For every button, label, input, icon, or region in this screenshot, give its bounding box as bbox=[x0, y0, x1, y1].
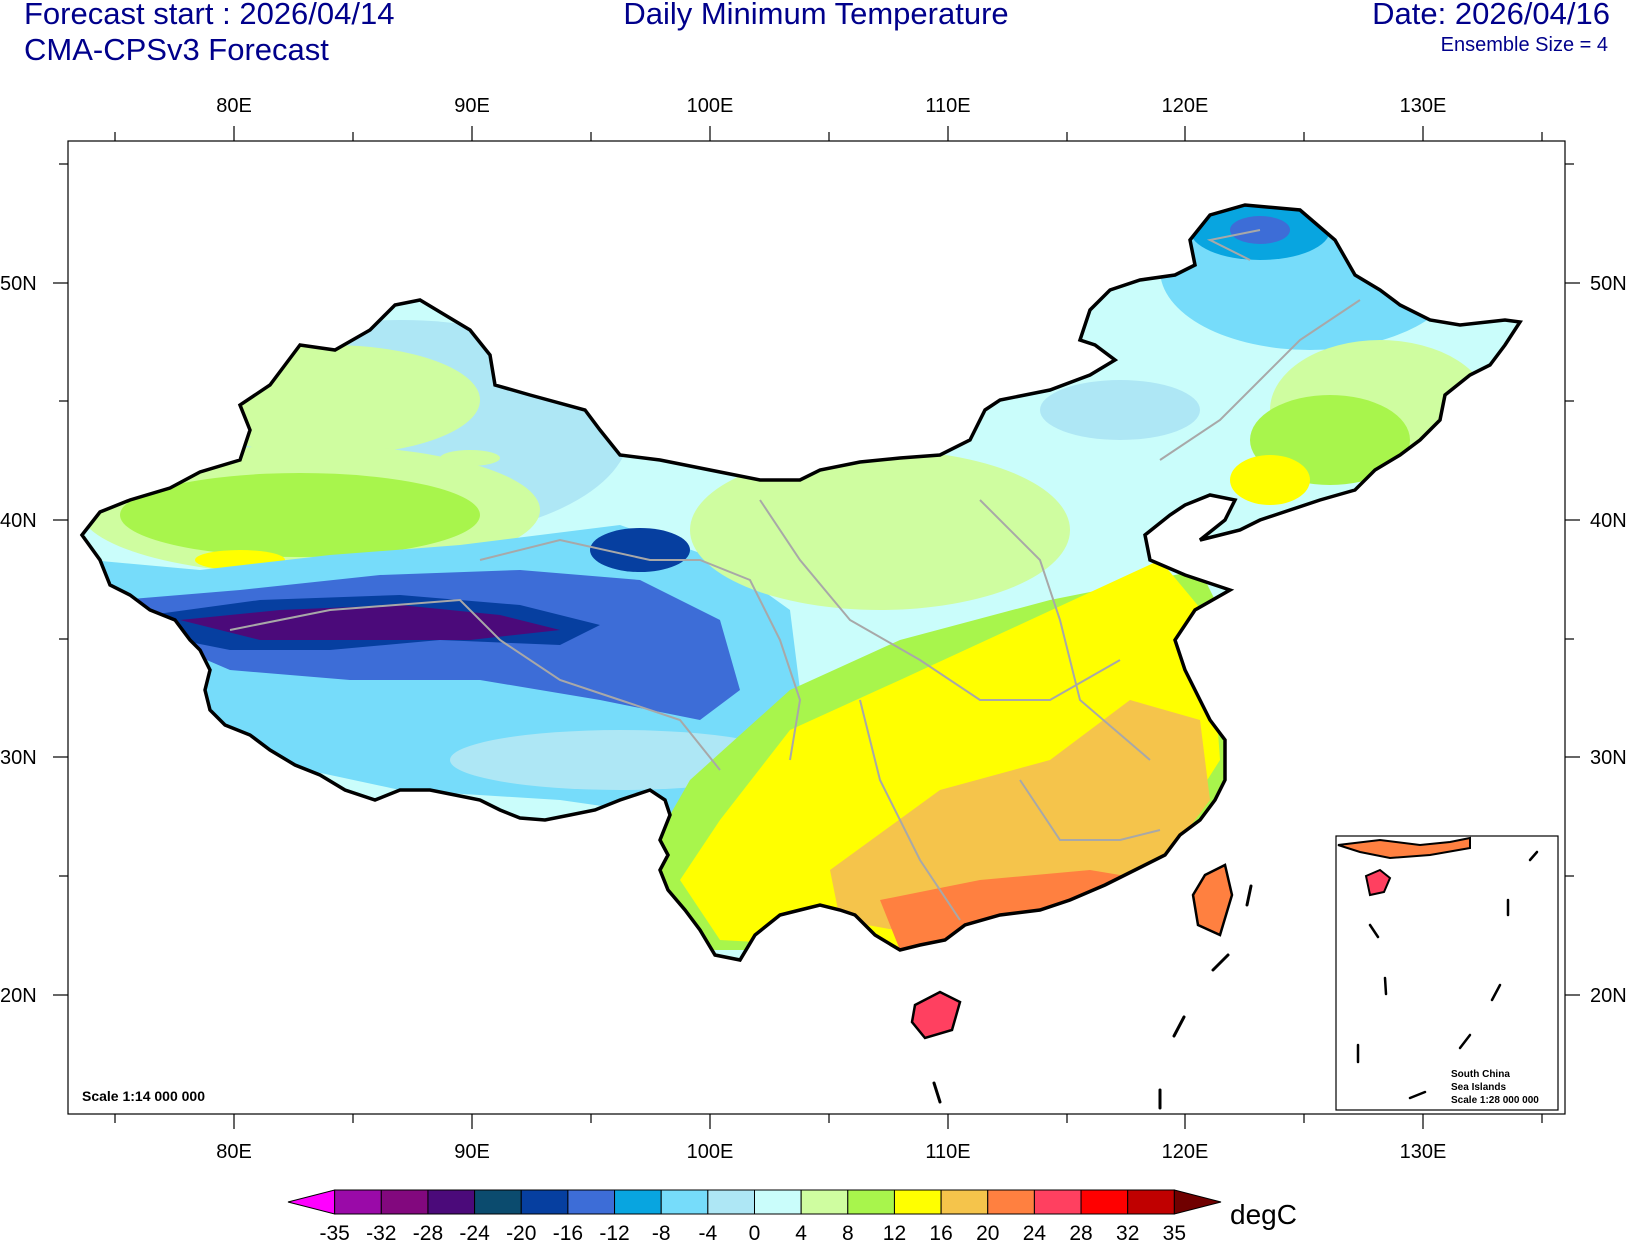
colorbar-swatch bbox=[427, 1189, 476, 1215]
colorbar-unit: degC bbox=[1230, 1199, 1297, 1230]
model-label: CMA-CPSv3 Forecast bbox=[24, 32, 329, 67]
colorbar-swatch bbox=[847, 1189, 895, 1215]
lon-tick-bottom-5: 130E bbox=[1400, 1141, 1447, 1163]
colorbar-label: 8 bbox=[842, 1222, 854, 1241]
colorbar-label: 28 bbox=[1069, 1222, 1092, 1241]
colorbar: -35 -32 -28 -24 -20 -16 -12 -8 -4 0 4 8 12 16 20 24 28 32… bbox=[287, 1189, 1222, 1241]
lon-tick-bottom-3: 110E bbox=[925, 1141, 970, 1163]
colorbar-swatch bbox=[380, 1189, 429, 1215]
colorbar-label: 35 bbox=[1163, 1222, 1186, 1241]
colorbar-label: -8 bbox=[652, 1222, 671, 1241]
inset-label-line3: Scale 1:28 000 000 bbox=[1451, 1095, 1539, 1106]
colorbar-swatch bbox=[1127, 1189, 1175, 1215]
lat-tick-left-1: 40N bbox=[0, 510, 37, 532]
lon-tick-bottom-1: 90E bbox=[454, 1141, 490, 1163]
lon-tick-top-0: 80E bbox=[216, 95, 252, 117]
colorbar-label: 12 bbox=[883, 1222, 906, 1241]
colorbar-swatch bbox=[1080, 1189, 1129, 1215]
colorbar-swatch bbox=[987, 1189, 1035, 1215]
map-title: Daily Minimum Temperature bbox=[623, 0, 1009, 31]
colorbar-swatch bbox=[940, 1189, 989, 1215]
lat-tick-right-2: 30N bbox=[1590, 747, 1627, 769]
lat-tick-left-2: 30N bbox=[0, 747, 37, 769]
colorbar-swatch bbox=[1173, 1189, 1222, 1215]
forecast-start-label: Forecast start : 2026/04/14 bbox=[24, 0, 395, 31]
colorbar-label: -12 bbox=[599, 1222, 629, 1241]
lon-tick-top-1: 90E bbox=[454, 95, 490, 117]
colorbar-label: 24 bbox=[1023, 1222, 1047, 1241]
colorbar-label: -16 bbox=[553, 1222, 583, 1241]
colorbar-label: 32 bbox=[1116, 1222, 1139, 1241]
colorbar-swatch bbox=[754, 1189, 802, 1215]
colorbar-swatch bbox=[567, 1189, 616, 1215]
lon-tick-bottom-4: 120E bbox=[1162, 1141, 1209, 1163]
colorbar-swatch bbox=[707, 1189, 755, 1215]
lat-tick-right-0: 50N bbox=[1590, 273, 1627, 295]
lon-tick-bottom-0: 80E bbox=[216, 1141, 252, 1163]
colorbar-label: 16 bbox=[929, 1222, 952, 1241]
lat-tick-right-3: 20N bbox=[1590, 985, 1627, 1007]
temperature-field bbox=[82, 205, 1520, 960]
maritime-dashes bbox=[932, 884, 1253, 1110]
taiwan-island bbox=[1191, 863, 1234, 937]
lon-tick-top-3: 110E bbox=[925, 95, 970, 117]
colorbar-label: -35 bbox=[319, 1222, 349, 1241]
province-borders bbox=[229, 229, 1361, 921]
colorbar-swatch bbox=[660, 1189, 709, 1215]
colorbar-label: 0 bbox=[749, 1222, 761, 1241]
colorbar-label: -28 bbox=[413, 1222, 443, 1241]
colorbar-swatch bbox=[893, 1189, 942, 1215]
lon-tick-top-2: 100E bbox=[687, 95, 734, 117]
inset-label-line1: South China bbox=[1451, 1069, 1510, 1080]
colorbar-swatch bbox=[800, 1189, 849, 1215]
colorbar-swatch bbox=[1033, 1189, 1082, 1215]
colorbar-swatch bbox=[520, 1189, 569, 1215]
map-ticks bbox=[53, 126, 1580, 1129]
colorbar-swatch bbox=[334, 1189, 382, 1215]
lon-tick-bottom-2: 100E bbox=[687, 1141, 734, 1163]
lat-tick-left-3: 20N bbox=[0, 985, 37, 1007]
lon-tick-top-4: 120E bbox=[1162, 95, 1209, 117]
colorbar-swatch bbox=[614, 1189, 662, 1215]
lon-tick-top-5: 130E bbox=[1400, 95, 1447, 117]
colorbar-swatch bbox=[474, 1189, 522, 1215]
map-frame bbox=[67, 140, 1566, 1115]
south-china-sea-inset: South China Sea Islands Scale 1:28 000 0… bbox=[1335, 835, 1559, 1111]
lat-tick-left-0: 50N bbox=[0, 273, 37, 295]
colorbar-label: -4 bbox=[699, 1222, 718, 1241]
colorbar-swatch bbox=[287, 1189, 336, 1215]
colorbar-label: -32 bbox=[366, 1222, 396, 1241]
hainan-island bbox=[910, 990, 962, 1040]
scale-label: Scale 1:14 000 000 bbox=[82, 1088, 205, 1104]
colorbar-label: 4 bbox=[795, 1222, 807, 1241]
ensemble-size-label: Ensemble Size = 4 bbox=[1440, 34, 1608, 56]
valid-date-label: Date: 2026/04/16 bbox=[1372, 0, 1610, 31]
inset-label-line2: Sea Islands bbox=[1451, 1082, 1506, 1093]
lat-tick-right-1: 40N bbox=[1590, 510, 1627, 532]
colorbar-label: -20 bbox=[506, 1222, 536, 1241]
colorbar-label: -24 bbox=[459, 1222, 490, 1241]
colorbar-label: 20 bbox=[976, 1222, 999, 1241]
